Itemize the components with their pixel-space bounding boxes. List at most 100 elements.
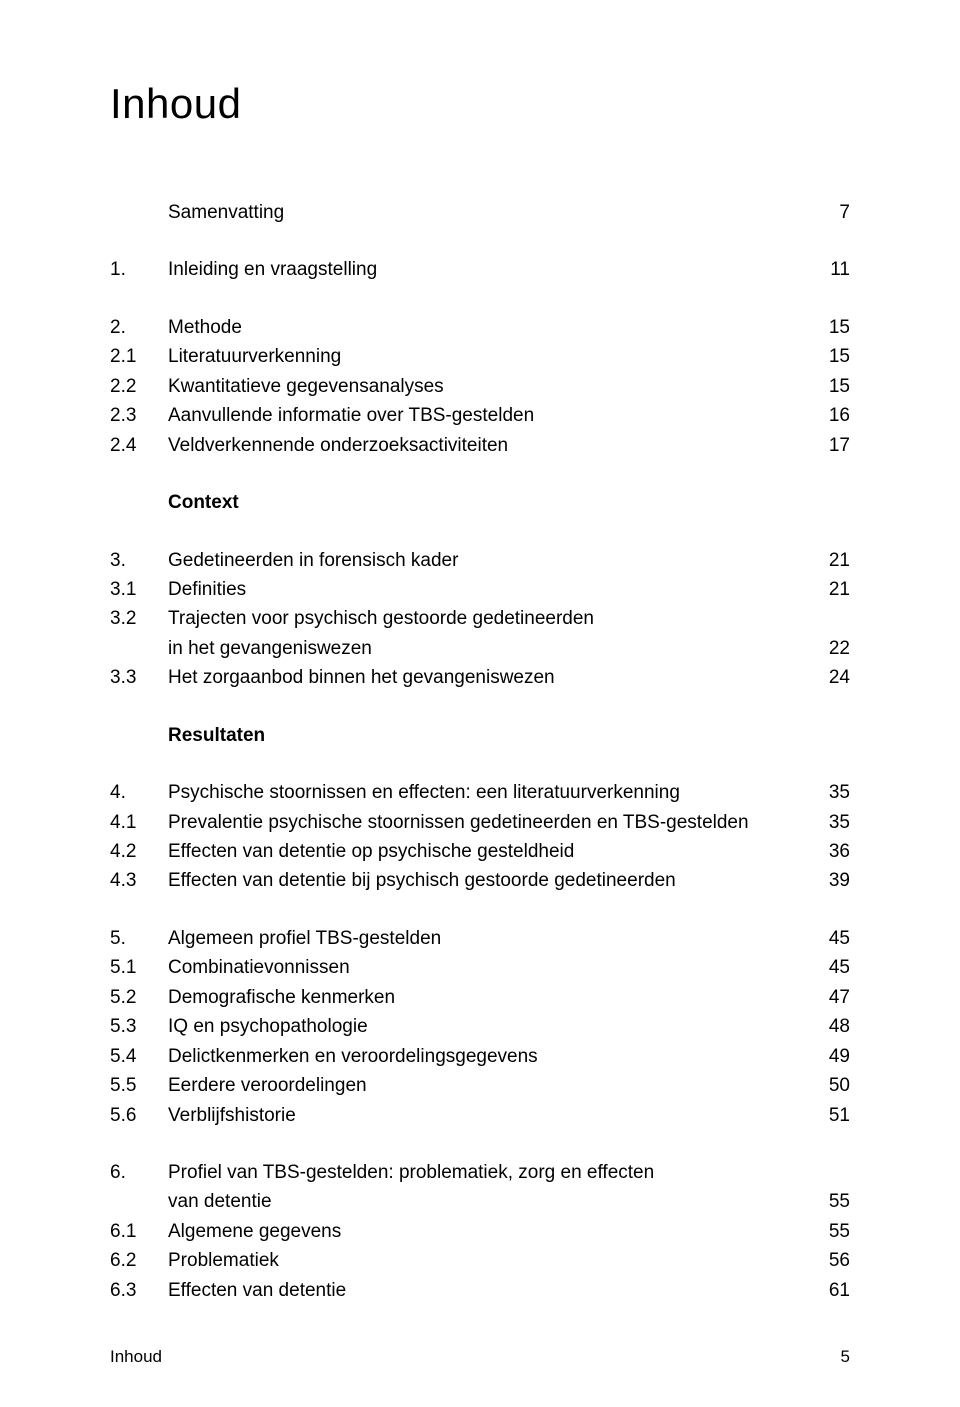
toc-entry-page: 21 — [810, 546, 850, 575]
toc-entry-page: 35 — [810, 808, 850, 837]
toc-entry-page: 17 — [810, 431, 850, 460]
table-of-contents: Samenvatting71.Inleiding en vraagstellin… — [110, 198, 850, 1307]
toc-entry-label: Methode — [168, 313, 810, 342]
toc-row: 6.Profiel van TBS-gestelden: problematie… — [110, 1158, 850, 1187]
toc-entry-number: 2.4 — [110, 431, 168, 460]
toc-entry-page: 50 — [810, 1071, 850, 1100]
toc-entry-label: Veldverkennende onderzoeksactiviteiten — [168, 431, 810, 460]
spacer — [110, 750, 850, 778]
toc-row: 2.1Literatuurverkenning15 — [110, 342, 850, 371]
toc-entry-number: 5.4 — [110, 1042, 168, 1071]
toc-row-continuation: van detentie55 — [110, 1187, 850, 1216]
toc-entry-label: Combinatievonnissen — [168, 953, 810, 982]
toc-row: 6.3Effecten van detentie61 — [110, 1276, 850, 1305]
toc-row-continuation: in het gevangeniswezen22 — [110, 634, 850, 663]
toc-row: 5.Algemeen profiel TBS-gestelden45 — [110, 924, 850, 953]
page-title: Inhoud — [110, 80, 850, 128]
toc-entry-label: Problematiek — [168, 1246, 810, 1275]
toc-entry-number: 3. — [110, 546, 168, 575]
toc-entry-number: 3.2 — [110, 604, 168, 633]
toc-entry-number: 5.6 — [110, 1101, 168, 1130]
toc-section-heading: Resultaten — [168, 721, 850, 750]
spacer — [110, 896, 850, 924]
toc-entry-number: 6.1 — [110, 1217, 168, 1246]
toc-entry-page: 45 — [810, 924, 850, 953]
toc-entry-label: Effecten van detentie op psychische gest… — [168, 837, 810, 866]
toc-row: 3.3Het zorgaanbod binnen het gevangenisw… — [110, 663, 850, 692]
toc-row: 5.3IQ en psychopathologie48 — [110, 1012, 850, 1041]
toc-entry-label: Aanvullende informatie over TBS-gestelde… — [168, 401, 810, 430]
toc-entry-label: Delictkenmerken en veroordelingsgegevens — [168, 1042, 810, 1071]
toc-entry-number: 4.1 — [110, 808, 168, 837]
toc-entry-number: 5.5 — [110, 1071, 168, 1100]
toc-row: 5.1Combinatievonnissen45 — [110, 953, 850, 982]
toc-entry-label: Algemene gegevens — [168, 1217, 810, 1246]
toc-entry-page: 16 — [810, 401, 850, 430]
toc-row: 1.Inleiding en vraagstelling11 — [110, 255, 850, 284]
toc-entry-page: 48 — [810, 1012, 850, 1041]
toc-entry-number: 2.1 — [110, 342, 168, 371]
toc-entry-number: 4.2 — [110, 837, 168, 866]
toc-entry-label: Inleiding en vraagstelling — [168, 255, 810, 284]
toc-row: 4.Psychische stoornissen en effecten: ee… — [110, 778, 850, 807]
toc-entry-number: 2.2 — [110, 372, 168, 401]
toc-entry-number: 5.3 — [110, 1012, 168, 1041]
toc-entry-label: Literatuurverkenning — [168, 342, 810, 371]
toc-row: 4.2Effecten van detentie op psychische g… — [110, 837, 850, 866]
toc-entry-label: Eerdere veroordelingen — [168, 1071, 810, 1100]
toc-entry-page: 61 — [810, 1276, 850, 1305]
toc-entry-label: IQ en psychopathologie — [168, 1012, 810, 1041]
toc-entry-page: 51 — [810, 1101, 850, 1130]
toc-entry-page: 22 — [810, 634, 850, 663]
toc-entry-number: 6.3 — [110, 1276, 168, 1305]
toc-entry-page: 36 — [810, 837, 850, 866]
toc-entry-number: 6. — [110, 1158, 168, 1187]
toc-entry-page: 21 — [810, 575, 850, 604]
toc-row: 5.2Demografische kenmerken47 — [110, 983, 850, 1012]
toc-row: 2.Methode15 — [110, 313, 850, 342]
toc-row: 3.2Trajecten voor psychisch gestoorde ge… — [110, 604, 850, 633]
document-page: Inhoud Samenvatting71.Inleiding en vraag… — [0, 0, 960, 1407]
toc-entry-page: 7 — [810, 198, 850, 227]
toc-entry-number: 5.2 — [110, 983, 168, 1012]
footer-section-label: Inhoud — [110, 1347, 162, 1367]
spacer — [110, 285, 850, 313]
spacer — [110, 227, 850, 255]
toc-row: 2.2Kwantitatieve gegevensanalyses15 — [110, 372, 850, 401]
toc-row: 4.3Effecten van detentie bij psychisch g… — [110, 866, 850, 895]
toc-entry-page: 55 — [810, 1187, 850, 1216]
toc-entry-number: 5. — [110, 924, 168, 953]
toc-entry-number: 2.3 — [110, 401, 168, 430]
toc-row: 2.4Veldverkennende onderzoeksactiviteite… — [110, 431, 850, 460]
toc-entry-page: 24 — [810, 663, 850, 692]
toc-entry-page: 39 — [810, 866, 850, 895]
toc-row: 5.5Eerdere veroordelingen50 — [110, 1071, 850, 1100]
toc-entry-number: 4.3 — [110, 866, 168, 895]
toc-entry-label: Verblijfshistorie — [168, 1101, 810, 1130]
toc-entry-page: 55 — [810, 1217, 850, 1246]
toc-entry-number: 5.1 — [110, 953, 168, 982]
spacer — [110, 1130, 850, 1158]
toc-entry-label: Effecten van detentie — [168, 1276, 810, 1305]
toc-entry-label: Demografische kenmerken — [168, 983, 810, 1012]
page-footer: Inhoud 5 — [110, 1347, 850, 1367]
toc-row: 2.3Aanvullende informatie over TBS-geste… — [110, 401, 850, 430]
toc-entry-label: Algemeen profiel TBS-gestelden — [168, 924, 810, 953]
toc-row: 3.1Definities21 — [110, 575, 850, 604]
toc-row: 5.4Delictkenmerken en veroordelingsgegev… — [110, 1042, 850, 1071]
toc-row: 3.Gedetineerden in forensisch kader21 — [110, 546, 850, 575]
toc-entry-number: 1. — [110, 255, 168, 284]
toc-entry-label: Prevalentie psychische stoornissen gedet… — [168, 808, 810, 837]
toc-entry-page: 15 — [810, 313, 850, 342]
toc-section-heading: Context — [168, 488, 850, 517]
toc-entry-label: Het zorgaanbod binnen het gevangenisweze… — [168, 663, 810, 692]
toc-entry-label: Psychische stoornissen en effecten: een … — [168, 778, 810, 807]
toc-row: 4.1Prevalentie psychische stoornissen ge… — [110, 808, 850, 837]
toc-entry-page: 11 — [810, 255, 850, 284]
toc-entry-number: 2. — [110, 313, 168, 342]
footer-page-number: 5 — [841, 1347, 850, 1367]
toc-entry-label: Definities — [168, 575, 810, 604]
toc-entry-number: 3.1 — [110, 575, 168, 604]
toc-entry-page: 35 — [810, 778, 850, 807]
toc-entry-page: 47 — [810, 983, 850, 1012]
